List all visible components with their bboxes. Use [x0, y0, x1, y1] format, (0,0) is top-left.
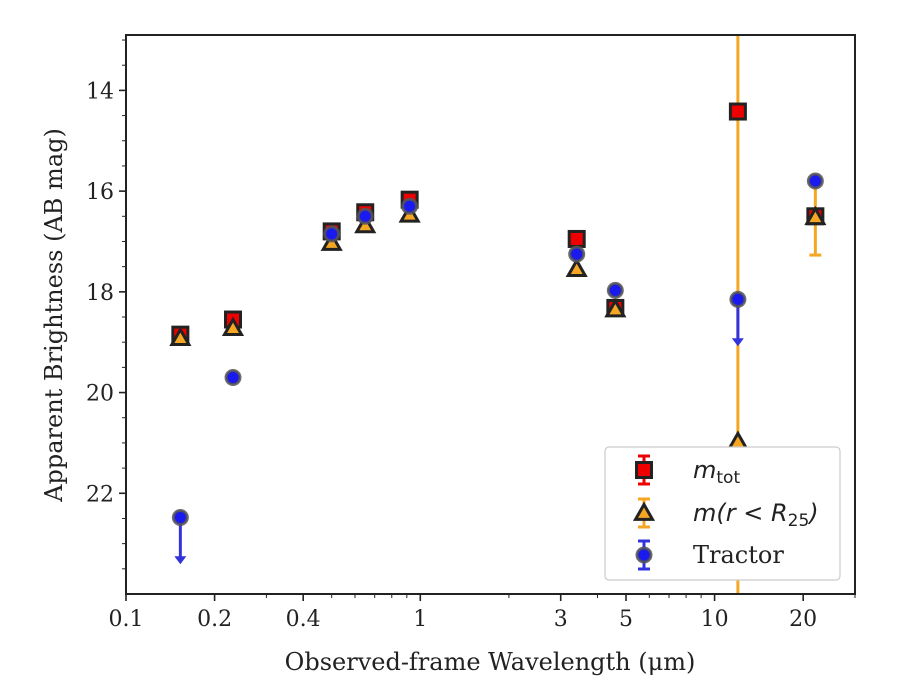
triangle-point	[221, 316, 245, 336]
x-tick-label: 1	[413, 607, 427, 632]
legend-marker	[632, 501, 656, 521]
triangle-point	[169, 326, 192, 347]
x-tick-label: 0.4	[286, 607, 321, 632]
y-axis-label: Apparent Brightness (AB mag)	[40, 128, 68, 503]
y-tick-label: 20	[86, 382, 114, 407]
circle-point	[401, 197, 419, 215]
y-tick-label: 22	[86, 482, 114, 507]
x-tick-label: 0.1	[109, 607, 144, 632]
x-tick-label: 5	[619, 607, 633, 632]
legend-marker	[635, 461, 653, 479]
x-tick-label: 20	[789, 607, 817, 632]
x-tick-label: 3	[554, 607, 568, 632]
circle-point	[356, 207, 374, 225]
legend-label: Tractor	[693, 541, 784, 569]
upper-limit-arrowhead	[731, 338, 744, 347]
legend-box	[604, 446, 841, 581]
y-tick-label: 14	[86, 79, 114, 104]
circle-point	[323, 225, 341, 243]
plot-frame	[125, 34, 856, 595]
circle-point	[606, 281, 624, 299]
upper-limit-arrowhead	[174, 556, 187, 565]
x-tick-label: 10	[701, 607, 729, 632]
chart-ticks: 0.1 0.2 0.4 1 3 5 10 20 14 16 18 20 22	[86, 39, 856, 632]
y-tick-label: 16	[86, 180, 114, 205]
triangle-point	[604, 297, 627, 318]
triangle-point	[804, 205, 827, 226]
circle-point	[729, 290, 747, 308]
legend-marker	[635, 546, 653, 564]
y-tick-label: 18	[86, 281, 114, 306]
x-tick-label: 0.2	[197, 607, 232, 632]
chart-data-layer	[169, 35, 827, 594]
legend: mtot m(r < R25) Tractor	[604, 446, 841, 581]
triangle-point	[726, 430, 749, 450]
legend-label: m(r < R25)	[693, 499, 819, 531]
circle-point	[171, 508, 189, 526]
circle-point	[806, 172, 824, 190]
square-point	[567, 229, 586, 248]
circle-point	[224, 368, 242, 386]
circle-point	[568, 245, 586, 263]
legend-label: mtot	[693, 456, 740, 488]
triangle-point	[565, 257, 588, 278]
square-point	[728, 102, 747, 121]
x-axis-label: Observed-frame Wavelength (μm)	[285, 648, 696, 676]
